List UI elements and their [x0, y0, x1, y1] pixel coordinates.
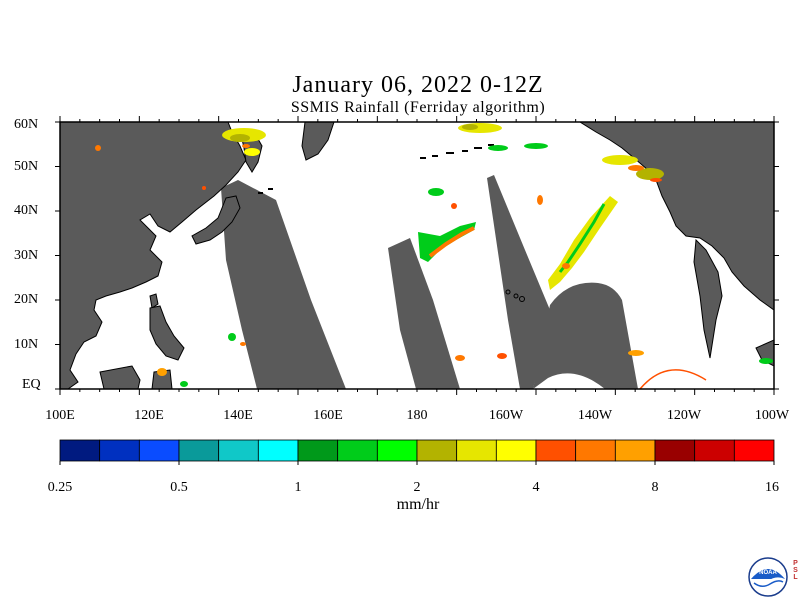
colorbar-cell: [376, 439, 418, 462]
colorbar-cell: [495, 439, 537, 462]
noaa-logo-text: NOAA: [759, 570, 777, 576]
rain-arc: [639, 369, 707, 390]
aleutian-islands: [258, 144, 494, 194]
lat-label-eq: EQ: [22, 377, 41, 392]
colorbar-unit: mm/hr: [396, 496, 440, 513]
map-title: January 06, 2022 0-12Z: [292, 72, 544, 98]
swath-gap-4: [533, 282, 638, 389]
rain-features: [95, 123, 773, 390]
colorbar-cell: [694, 439, 735, 462]
colorbar-cell: [99, 439, 140, 462]
colorbar-cell: [297, 439, 339, 462]
lat-label-50n: 50N: [14, 159, 39, 174]
land-asia: [59, 121, 247, 390]
map-subtitle: SSMIS Rainfall (Ferriday algorithm): [290, 99, 546, 116]
colorbar-label-8: 8: [651, 480, 659, 495]
colorbar-cell: [535, 439, 577, 462]
land-north-america: [578, 121, 775, 311]
lon-label-160w: 160W: [488, 408, 524, 423]
map-ticks: [55, 116, 779, 395]
lon-label-120w: 120W: [666, 408, 702, 423]
colorbar-cell: [456, 439, 497, 462]
swath-gap-2: [388, 238, 460, 389]
colorbar-label-0-5: 0.5: [170, 480, 188, 495]
colorbar-cell: [654, 439, 696, 462]
colorbar-cell: [257, 439, 299, 462]
swath-gap-3: [487, 175, 550, 389]
colorbar-cell: [138, 439, 180, 462]
land-taiwan: [149, 293, 159, 309]
lat-label-40n: 40N: [14, 203, 39, 218]
noaa-logo: NOAA: [748, 557, 788, 597]
land-hawaii-1: [505, 289, 511, 295]
lat-label-20n: 20N: [14, 292, 39, 307]
colorbar-cell: [416, 439, 458, 462]
lon-label-160e: 160E: [313, 408, 343, 423]
land-japan: [191, 195, 241, 245]
colorbar-label-2: 2: [413, 480, 421, 495]
lon-label-180: 180: [406, 408, 428, 423]
land: [59, 121, 775, 390]
swath-gap-1: [221, 180, 346, 389]
lat-label-60n: 60N: [14, 117, 39, 132]
lon-label-140e: 140E: [223, 408, 253, 423]
lon-label-100w: 100W: [754, 408, 790, 423]
colorbar-cell: [733, 439, 775, 462]
lat-label-30n: 30N: [14, 248, 39, 263]
land-hawaii-2: [513, 293, 519, 299]
colorbar-cell: [178, 439, 220, 462]
colorbar-cell: [575, 439, 616, 462]
colorbar: [59, 439, 775, 465]
land-hawaii-3: [519, 296, 525, 302]
colorbar-label-16: 16: [765, 480, 779, 495]
colorbar-cell: [614, 439, 656, 462]
lon-label-100e: 100E: [45, 408, 75, 423]
lon-label-120e: 120E: [134, 408, 164, 423]
colorbar-cell: [218, 439, 259, 462]
lat-label-10n: 10N: [14, 337, 39, 352]
colorbar-label-0-25: 0.25: [47, 480, 73, 495]
colorbar-cell: [59, 439, 101, 462]
land-philippines: [149, 305, 185, 361]
rain-patch-gulf-of-alaska: [602, 155, 638, 165]
psl-label: PSL: [792, 560, 799, 581]
lon-label-140w: 140W: [577, 408, 613, 423]
colorbar-label-4: 4: [532, 480, 540, 495]
swath-gaps: [221, 175, 638, 389]
land-baja: [693, 238, 723, 359]
colorbar-label-1: 1: [294, 480, 302, 495]
land-borneo: [99, 365, 141, 390]
colorbar-cell: [337, 439, 378, 462]
